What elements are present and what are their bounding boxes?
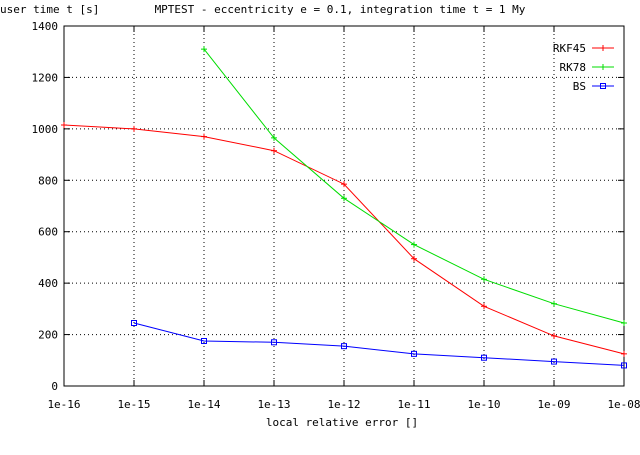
y-tick-label: 800 [38,174,58,187]
x-tick-label: 1e-09 [537,398,570,411]
x-tick-label: 1e-11 [397,398,430,411]
legend-label: RKF45 [553,42,586,55]
data-point [600,45,606,51]
chart-title: MPTEST - eccentricity e = 0.1, integrati… [155,3,526,16]
data-point [600,64,606,70]
x-tick-label: 1e-15 [117,398,150,411]
x-tick-label: 1e-14 [187,398,220,411]
series-line-rkf45 [64,125,624,354]
data-point [551,301,557,307]
data-point [481,276,487,282]
data-point [201,134,207,140]
y-axis-label: user time t [s] [0,3,99,16]
y-tick-label: 1200 [32,71,59,84]
y-tick-label: 0 [51,380,58,393]
grid [64,26,624,386]
data-point [551,333,557,339]
y-tick-label: 200 [38,329,58,342]
data-point [61,122,67,128]
x-tick-label: 1e-08 [607,398,640,411]
x-tick-label: 1e-10 [467,398,500,411]
legend-label: RK78 [560,61,587,74]
data-point [621,320,627,326]
y-tick-label: 1400 [32,20,59,33]
legend-item-rkf45: RKF45 [553,42,614,55]
legend-label: BS [573,80,586,93]
data-point [271,148,277,154]
data-point [131,126,137,132]
y-tick-label: 1000 [32,123,59,136]
y-tick-label: 400 [38,277,58,290]
series-bs [132,321,627,368]
legend-item-rk78: RK78 [560,61,615,74]
y-tick-label: 600 [38,226,58,239]
series-rkf45 [61,122,627,357]
x-tick-label: 1e-16 [47,398,80,411]
x-tick-label: 1e-12 [327,398,360,411]
series-line-bs [134,323,624,365]
legend: RKF45 RK78 BS [553,42,614,93]
data-point [411,242,417,248]
data-point [621,351,627,357]
data-point [481,303,487,309]
legend-item-bs: BS [573,80,614,93]
axis-ticks: 1e-16 1e-15 1e-14 1e-13 1e-12 1e-11 1e-10 1e-09… [32,20,640,411]
x-axis-label: local relative error [] [266,416,418,429]
x-tick-label: 1e-13 [257,398,290,411]
